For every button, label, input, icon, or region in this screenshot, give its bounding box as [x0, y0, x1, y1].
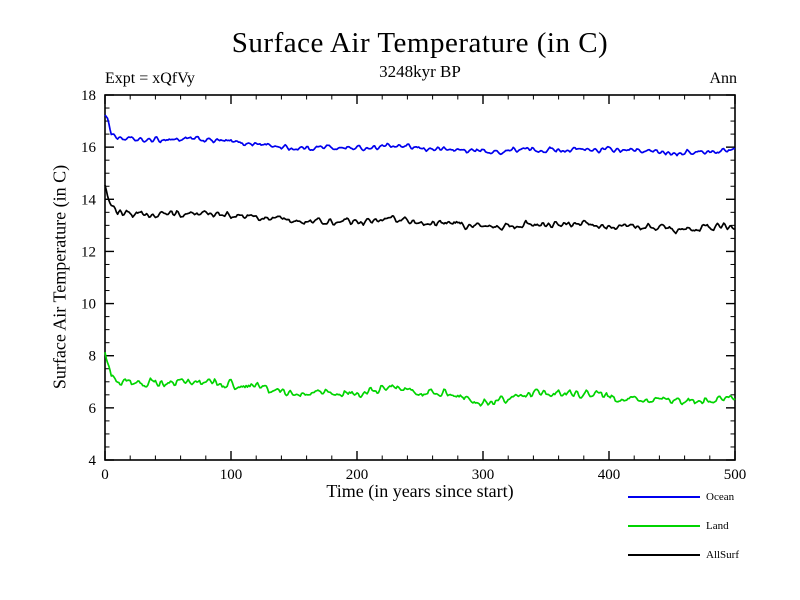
svg-text:6: 6 [89, 401, 97, 417]
svg-text:100: 100 [220, 467, 243, 483]
svg-text:16: 16 [81, 140, 97, 156]
svg-text:8: 8 [89, 349, 97, 365]
legend-label-land: Land [706, 519, 729, 532]
annual-annotation: Ann [709, 70, 737, 87]
svg-text:4: 4 [89, 453, 97, 469]
svg-text:200: 200 [346, 467, 369, 483]
y-axis-label: Surface Air Temperature (in C) [49, 164, 70, 390]
legend-entry-ocean: Ocean [628, 482, 739, 511]
legend-entry-allsurf: AllSurf [628, 540, 739, 569]
legend-entry-land: Land [628, 511, 739, 540]
experiment-annotation: Expt = xQfVy [105, 70, 195, 87]
svg-text:300: 300 [472, 467, 495, 483]
svg-text:12: 12 [81, 244, 96, 260]
x-axis-label: Time (in years since start) [326, 481, 514, 501]
svg-text:10: 10 [81, 297, 96, 313]
svg-text:0: 0 [101, 467, 109, 483]
land-line-swatch [628, 524, 700, 527]
legend-label-allsurf: AllSurf [706, 548, 739, 561]
ocean-line-swatch [628, 495, 700, 498]
allsurf-line-swatch [628, 553, 700, 556]
legend-label-ocean: Ocean [706, 490, 735, 503]
svg-text:14: 14 [81, 192, 97, 208]
chart-subtitle: 3248kyr BP [379, 62, 461, 81]
svg-text:18: 18 [81, 88, 96, 104]
legend: Ocean Land AllSurf [628, 482, 739, 569]
svg-text:500: 500 [724, 467, 747, 483]
svg-text:400: 400 [598, 467, 621, 483]
chart-title: Surface Air Temperature (in C) [231, 27, 609, 59]
